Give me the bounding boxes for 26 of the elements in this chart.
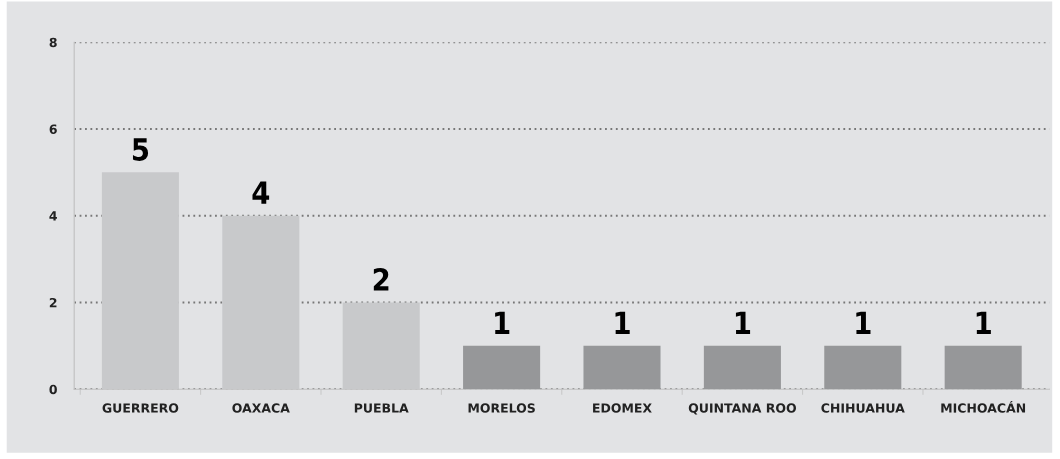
data-label: 1 [495, 311, 510, 334]
bar [703, 345, 781, 390]
x-tick-label: PUEBLA [354, 403, 409, 413]
y-tick-label: 6 [49, 124, 57, 134]
x-tick-label: QUINTANA ROO [688, 403, 797, 415]
data-label: 1 [856, 311, 871, 334]
data-label: 2 [373, 267, 389, 291]
x-tick-label: EDOMEX [593, 403, 652, 413]
data-label: 5 [132, 138, 149, 161]
y-tick-label: 2 [49, 297, 57, 308]
data-label: 1 [735, 311, 751, 334]
x-tick-label: CHIHUAHUA [821, 403, 905, 413]
bar [944, 345, 1022, 390]
bar [463, 345, 541, 390]
data-label: 1 [976, 311, 991, 334]
y-tick-label: 0 [49, 384, 57, 395]
y-tick-label: 8 [49, 37, 57, 48]
x-tick-label: GUERRERO [102, 403, 179, 413]
bar [824, 345, 902, 390]
x-tick-label: MICHOACÁN [941, 401, 1026, 413]
y-tick-label: 4 [49, 211, 57, 221]
x-tick-label: MORELOS [468, 403, 535, 413]
x-tick-label: OAXACA [232, 403, 290, 413]
data-label: 1 [615, 311, 630, 334]
bar [583, 345, 661, 390]
data-label: 4 [252, 181, 270, 204]
